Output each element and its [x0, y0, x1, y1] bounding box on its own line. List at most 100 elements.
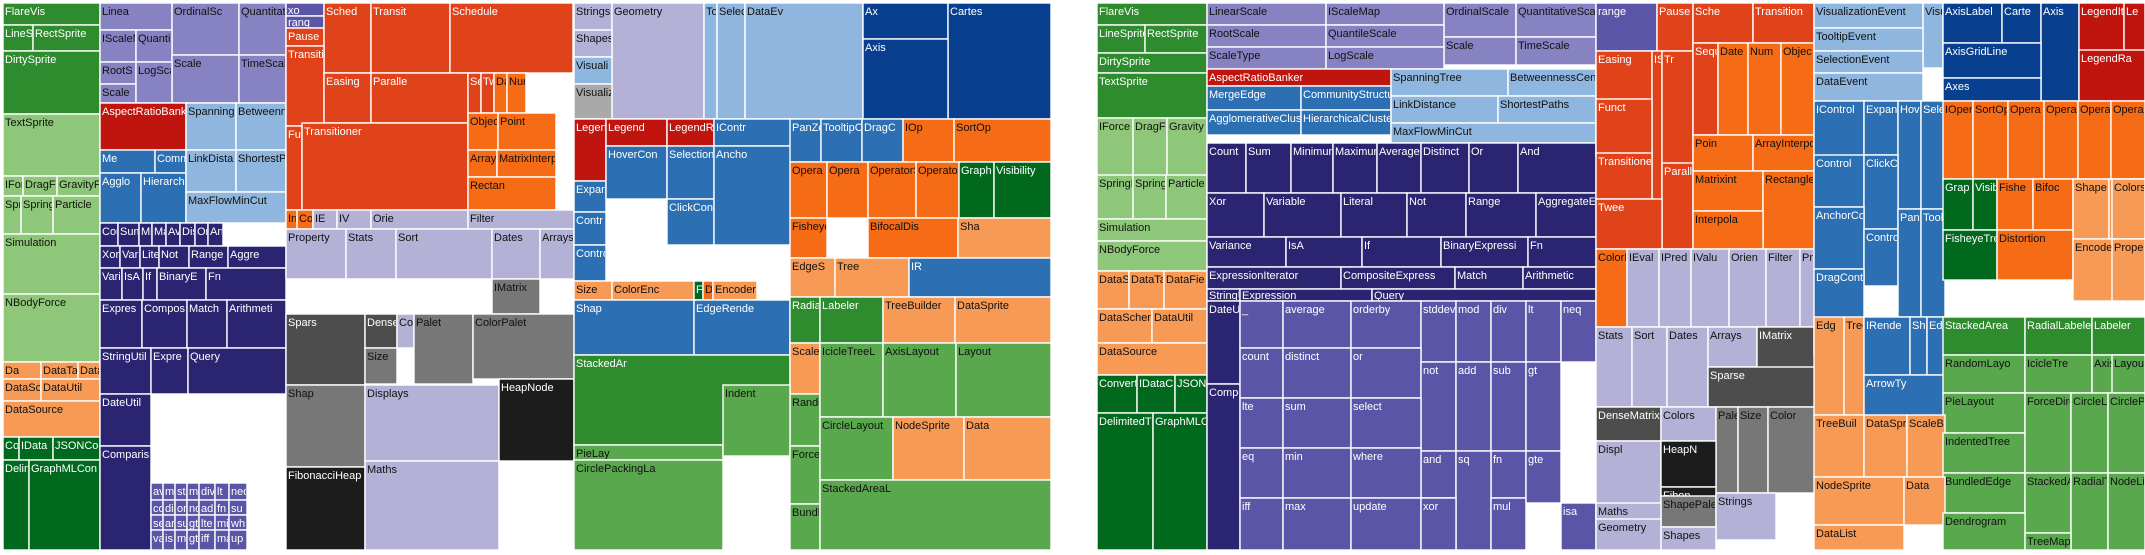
treemap-cell-label: gt — [1528, 365, 1537, 377]
treemap-cell-label: or — [1353, 351, 1363, 363]
treemap-cell-sele: Sele — [1921, 101, 1945, 209]
treemap-cell-sq: sq — [1456, 451, 1491, 550]
treemap-cell-visualizationevent: VisualizationEvent — [1814, 3, 1923, 28]
treemap-cell-binarye: BinaryE — [157, 268, 206, 300]
treemap-cell-neq: neq — [1561, 301, 1596, 362]
treemap-cell-datasc: DataSc — [3, 379, 42, 401]
treemap-cell-jsonco: JSONCo — [53, 437, 100, 460]
treemap-cell-indent: Indent — [723, 385, 790, 456]
treemap-cell-expressioniterator: ExpressionIterator — [1207, 267, 1341, 289]
treemap-cell-label: RectSprite — [1147, 28, 1198, 40]
treemap-cell-sort: Sort — [396, 229, 492, 279]
treemap-cell-icontr: IContr — [714, 119, 796, 146]
treemap-cell-labeler: Labeler — [820, 297, 883, 343]
treemap-cell-gt: gt — [1526, 362, 1561, 451]
treemap-cell-label: TreeMapL — [2027, 536, 2077, 548]
treemap-cell-label: max — [1285, 501, 1306, 513]
treemap-cell-axis: Axis — [2041, 3, 2079, 101]
treemap-cell-rect — [948, 3, 1051, 119]
treemap-cell-label: Cartes — [950, 6, 983, 18]
treemap-cell-label: lte — [1242, 401, 1254, 413]
treemap-cell-label: Spring — [1135, 178, 1167, 190]
treemap-cell-gravityf: GravityF — [57, 176, 101, 196]
treemap-cell-label: DataSc — [5, 382, 42, 394]
treemap-cell-ipred: IPred — [1659, 249, 1691, 327]
treemap-cell-label: IcicleTreeL — [822, 346, 875, 358]
treemap-cell-sub: sub — [1491, 362, 1526, 451]
treemap-cell-label: Transition — [1755, 6, 1803, 18]
treemap-cell-agglo: Agglo — [100, 173, 141, 223]
treemap-cell-label: DataTa — [1131, 274, 1167, 286]
treemap-cell-data: Data — [1904, 477, 1945, 525]
treemap-cell-label: Simulation — [1099, 222, 1150, 234]
treemap-cell-filter: Filter — [1766, 249, 1800, 327]
treemap-cell-control: Control — [1814, 155, 1864, 207]
treemap-cell-label: Legend — [608, 122, 645, 134]
treemap-cell-label: Fn — [1530, 240, 1543, 252]
treemap-cell-nodesprite: NodeSprite — [1814, 477, 1904, 525]
treemap-cell-label: IV — [339, 213, 350, 225]
treemap-cell-label: add — [1458, 365, 1476, 377]
treemap-cell-label: VisualizationEvent — [1816, 6, 1906, 18]
treemap-cell-label: Axes — [1945, 81, 1970, 93]
treemap-cell-clickcon: ClickCon — [667, 199, 714, 245]
treemap-cell-variance: Variance — [1207, 237, 1286, 267]
treemap-cell-sha: Sha — [958, 218, 1051, 258]
treemap-cell-label: Fn — [208, 271, 221, 283]
treemap-cell-ordinalsc: OrdinalSc — [172, 3, 239, 55]
treemap-cell-hierarchic: Hierarchic — [141, 173, 193, 223]
treemap-cell-size: Size — [574, 281, 612, 300]
treemap-cell-label: or — [177, 503, 187, 515]
treemap-cell-label: Dates — [494, 232, 523, 244]
treemap-cell-ie: IE — [313, 210, 337, 229]
treemap-cell-average: Average — [1377, 143, 1421, 193]
treemap-cell-irende: IRende — [1864, 317, 1910, 375]
treemap-cell-label: CompositeExpress — [1343, 270, 1436, 282]
treemap-cell-sche: Sche — [1693, 3, 1753, 43]
treemap-cell-xor: Xor — [100, 246, 120, 268]
treemap-cell-dendrogram: Dendrogram — [1943, 513, 2025, 550]
treemap-cell-timescale: TimeScale — [239, 55, 293, 103]
treemap-cell-opera: Opera — [2044, 101, 2078, 179]
treemap-cell-label: Data — [966, 420, 990, 432]
treemap-cell-label: Linea — [102, 6, 130, 18]
treemap-cell-label: DateU — [1209, 304, 1240, 316]
treemap-cell-label: Tool — [1923, 212, 1943, 224]
treemap-cell-datata: DataTa — [1129, 271, 1167, 309]
treemap-cell-fisheye: Fisheye — [790, 218, 831, 258]
treemap-cell-label: Xor — [1209, 196, 1226, 208]
treemap-cell-ordinalscale: OrdinalScale — [1444, 3, 1516, 37]
treemap-cell-ir: IR — [909, 258, 1051, 297]
treemap-cell-label: Shap — [288, 388, 314, 400]
treemap-cell-label: sub — [1493, 365, 1511, 377]
treemap-cell-dragc: DragC — [862, 119, 903, 162]
treemap-cell-label: SpringF — [1099, 178, 1138, 190]
treemap-cell-label: IData — [21, 440, 48, 452]
treemap-cell-label: If — [1364, 240, 1371, 252]
treemap-cell-maxflowmincut: MaxFlowMinCut — [186, 192, 286, 223]
treemap-cell-rectsprite: RectSprite — [33, 25, 100, 51]
treemap-cell-label: IForce — [1099, 121, 1130, 133]
treemap-cell-axisgridline: AxisGridLine — [1943, 43, 2041, 78]
treemap-cell-fn: Fn — [1528, 237, 1596, 267]
treemap-cell-label: sum — [1285, 401, 1306, 413]
treemap-cell-label: select — [1353, 401, 1382, 413]
treemap-cell-literal: Literal — [1341, 193, 1407, 237]
treemap-cell-label: AxisLayout — [885, 346, 939, 358]
treemap-cell-label: Stats — [1598, 330, 1624, 342]
treemap-cell-label: TimeScale — [1518, 40, 1570, 52]
treemap-cell-xo: xo — [286, 3, 324, 17]
treemap-cell-randomlayo: RandomLayo — [1943, 355, 2025, 393]
treemap-cell-objec: Objec — [468, 113, 499, 150]
treemap-right-panel: FlareVis LineSprite RectSprite DirtySprite T… — [1097, 3, 2145, 550]
treemap-cell-delimitedt: DelimitedT — [1097, 413, 1153, 550]
treemap-cell-label: GraphMLC — [1155, 416, 1209, 428]
treemap-cell-label: Literal — [1343, 196, 1373, 208]
treemap-cell-label: Data — [1906, 480, 1930, 492]
treemap-cell-label: MergeEdge — [1209, 89, 1266, 101]
treemap-cell-dataspri: DataSpri — [1864, 415, 1909, 477]
treemap-cell-neq: neq — [229, 483, 249, 500]
treemap-cell-label: ColorEnc — [614, 284, 660, 296]
treemap-cell-label: IMatrix — [494, 282, 528, 294]
treemap-cell-label: DataSource — [1099, 346, 1157, 358]
